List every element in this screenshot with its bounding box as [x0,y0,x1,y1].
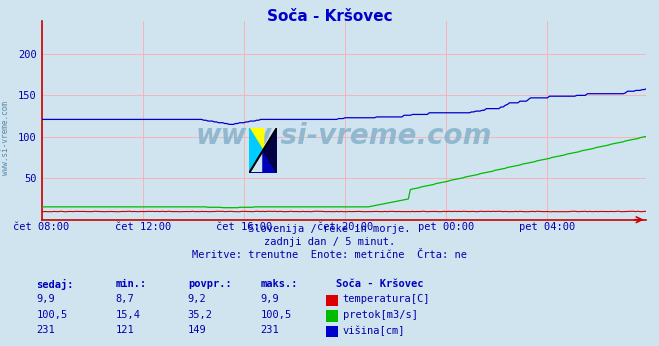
Text: zadnji dan / 5 minut.: zadnji dan / 5 minut. [264,237,395,247]
Text: maks.:: maks.: [260,279,298,289]
Text: 8,7: 8,7 [115,294,134,304]
Polygon shape [249,151,277,173]
Text: 149: 149 [188,325,206,335]
Text: povpr.:: povpr.: [188,279,231,289]
Text: 231: 231 [36,325,55,335]
Text: www.si-vreme.com: www.si-vreme.com [196,122,492,150]
Text: 9,9: 9,9 [36,294,55,304]
Text: Slovenija / reke in morje.: Slovenija / reke in morje. [248,224,411,234]
Polygon shape [263,128,277,173]
Text: Meritve: trenutne  Enote: metrične  Črta: ne: Meritve: trenutne Enote: metrične Črta: … [192,250,467,260]
Text: 15,4: 15,4 [115,310,140,320]
Text: Soča - Kršovec: Soča - Kršovec [267,9,392,24]
Text: www.si-vreme.com: www.si-vreme.com [1,101,10,175]
Text: pretok[m3/s]: pretok[m3/s] [343,310,418,320]
Text: 9,9: 9,9 [260,294,279,304]
Text: 9,2: 9,2 [188,294,206,304]
Text: 35,2: 35,2 [188,310,213,320]
Text: temperatura[C]: temperatura[C] [343,294,430,304]
Text: min.:: min.: [115,279,146,289]
Polygon shape [249,128,263,173]
Text: 100,5: 100,5 [260,310,291,320]
Text: 100,5: 100,5 [36,310,67,320]
Text: Soča - Kršovec: Soča - Kršovec [336,279,424,289]
Text: 231: 231 [260,325,279,335]
Text: sedaj:: sedaj: [36,279,74,290]
Text: 121: 121 [115,325,134,335]
Text: višina[cm]: višina[cm] [343,325,405,336]
